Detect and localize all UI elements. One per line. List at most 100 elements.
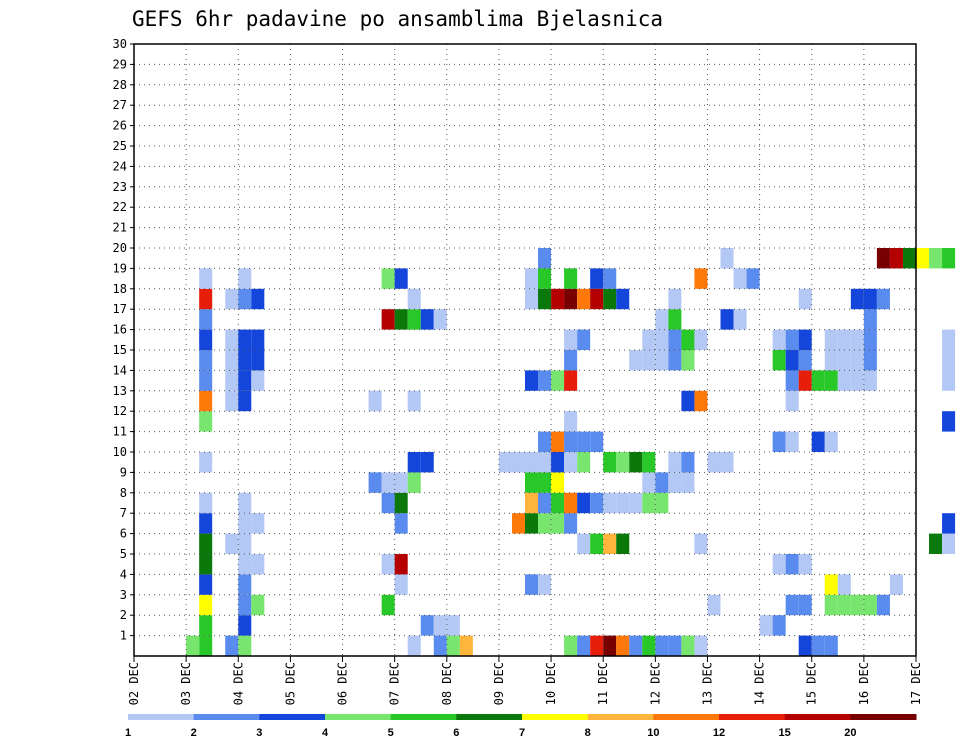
heatmap-cell [863,309,877,330]
heatmap-cell [238,554,252,575]
heatmap-cell [694,390,708,412]
heatmap-cell [694,533,708,554]
heatmap-cell [538,431,552,452]
x-tick-label: 15 DEC [805,662,819,705]
heatmap-cell [577,492,591,514]
heatmap-cell [863,350,877,371]
heatmap-cell [538,472,552,493]
y-tick-label: 13 [113,384,127,398]
heatmap-cell [681,329,695,350]
heatmap-cell [785,594,799,616]
x-tick-label: 07 DEC [388,662,402,705]
heatmap-cell [798,594,812,616]
heatmap-cell [238,615,252,636]
heatmap-cell [720,248,734,269]
heatmap-cell [564,268,578,289]
heatmap-cell [616,635,630,656]
y-tick-label: 5 [120,547,127,561]
heatmap-cell [942,370,956,391]
heatmap-cell [642,635,656,656]
y-tick-label: 9 [120,465,127,479]
heatmap-cell [407,288,421,310]
y-tick-label: 2 [120,608,127,622]
heatmap-cell [668,452,682,473]
heatmap-cell [850,370,864,391]
heatmap-cell [629,350,643,371]
heatmap-cell [876,288,890,310]
heatmap-cell [629,452,643,473]
heatmap-cell [577,533,591,554]
legend-label: 8 [585,727,591,739]
heatmap-cell [668,350,682,371]
y-tick-label: 15 [113,343,127,357]
heatmap-cell [785,329,799,350]
heatmap-cell [238,513,252,534]
heatmap-cell [603,533,617,554]
heatmap-cell [759,615,773,636]
heatmap-cell [850,350,864,371]
heatmap-cell [772,329,786,350]
y-tick-label: 1 [120,629,127,643]
heatmap-cell [394,513,408,534]
heatmap-cell [407,390,421,412]
heatmap-cell [251,370,265,391]
heatmap-cell [381,594,395,616]
heatmap-cell [238,350,252,371]
heatmap-cell [498,452,512,473]
heatmap-cell [837,329,851,350]
heatmap-cell [642,492,656,514]
heatmap-cell [785,370,799,391]
heatmap-cell [433,309,447,330]
heatmap-cell [655,492,669,514]
heatmap-cell [381,309,395,330]
heatmap-cell [199,309,213,330]
heatmap-cell [902,248,916,269]
x-axis-ticks: 02 DEC 03 DEC 04 DEC 05 DEC 06 DEC 07 DEC 08 D… [127,656,923,705]
y-tick-label: 21 [113,221,127,235]
heatmap-cell [876,594,890,616]
heatmap-cell [590,635,604,656]
heatmap-cell [824,635,838,656]
heatmap-cell [564,350,578,371]
heatmap-cell [525,472,539,493]
x-tick-label: 03 DEC [179,662,193,705]
heatmap-cell [616,452,630,473]
legend-swatch [128,714,195,720]
y-tick-label: 29 [113,57,127,71]
legend-label: 20 [844,727,856,739]
heatmap-cell [942,248,956,269]
heatmap-cell [564,452,578,473]
heatmap-cell [186,635,200,656]
heatmap-cell [251,350,265,371]
heatmap-cell [225,533,239,554]
heatmap-cell [238,288,252,310]
legend-label: 3 [256,727,262,739]
heatmap-cell [238,574,252,595]
chart-title: GEFS 6hr padavine po ansamblima Bjelasni… [132,7,663,31]
heatmap-cell [525,288,539,310]
legend-swatch [390,714,457,720]
heatmap-cell [929,533,943,554]
heatmap-cell [772,431,786,452]
heatmap-cell [394,268,408,289]
heatmap-cell [942,513,956,534]
heatmap-cell [225,288,239,310]
heatmap-cell [720,452,734,473]
heatmap-cell [525,452,539,473]
heatmap-cell [655,472,669,493]
heatmap-cell [551,288,565,310]
heatmap-cell [511,452,525,473]
heatmap-cell [199,411,213,432]
heatmap-cell [707,452,721,473]
heatmap-cell [525,513,539,534]
heatmap-cell [850,329,864,350]
legend-swatch [653,714,720,720]
legend-swatch [784,714,851,720]
heatmap-cell [837,574,851,595]
heatmap-cell [199,615,213,636]
heatmap-cell [889,248,903,269]
heatmap-cell [824,370,838,391]
heatmap-cell [655,309,669,330]
y-tick-label: 6 [120,527,127,541]
heatmap-cell [446,615,460,636]
